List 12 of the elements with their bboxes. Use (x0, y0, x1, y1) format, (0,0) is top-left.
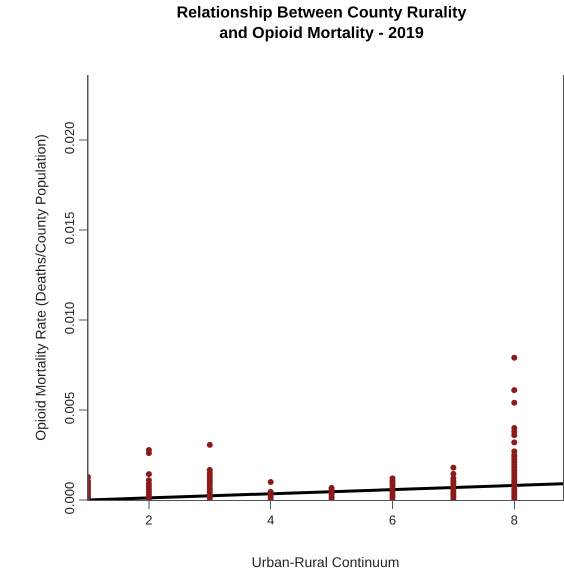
x-axis-title: Urban-Rural Continuum (252, 554, 400, 570)
x-tick-label: 6 (388, 512, 396, 528)
x-tick-label: 8 (510, 512, 518, 528)
y-tick-label: 0.000 (62, 482, 77, 514)
y-tick-label: 0.005 (62, 392, 77, 424)
y-tick-label: 0.020 (62, 122, 77, 154)
y-tick-label: 0.010 (62, 302, 77, 334)
x-tick-label: 2 (145, 512, 153, 528)
y-tick-label: 0.015 (62, 212, 77, 244)
y-axis-title: Opioid Mortality Rate (Deaths/County Population) (32, 134, 48, 441)
x-tick-label: 4 (267, 512, 274, 528)
chart-title: Relationship Between County Rurality and Opioid Mortality - 2019 (176, 4, 466, 42)
